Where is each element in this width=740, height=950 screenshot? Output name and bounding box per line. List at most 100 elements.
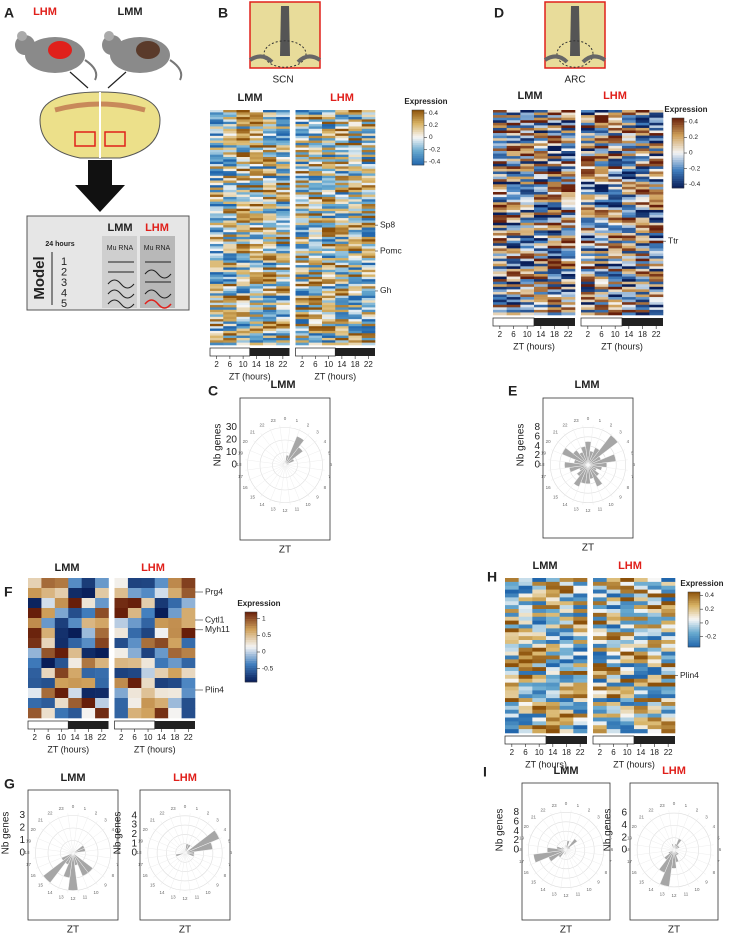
heatmap-cell: [95, 658, 109, 668]
heatmap-cell: [595, 128, 609, 131]
heatmap-cell: [362, 185, 376, 188]
heatmap-cell: [263, 329, 277, 332]
heatmap-cell: [210, 138, 224, 141]
heatmap-cell: [493, 305, 507, 308]
heatmap-cell: [546, 617, 560, 621]
heatmap-cell: [349, 148, 363, 151]
heatmap-cell: [505, 594, 519, 598]
heatmap-cell: [296, 199, 310, 202]
heatmap-cell: [520, 148, 534, 151]
heatmap-cell: [210, 166, 224, 169]
heatmap-cell: [335, 183, 349, 186]
heatmap-cell: [237, 256, 251, 259]
heatmap-cell: [182, 588, 196, 598]
heatmap-cell: [362, 199, 376, 202]
heatmap-cell: [276, 293, 290, 296]
dark-bar: [546, 736, 587, 744]
heatmap-cell: [548, 154, 562, 157]
x-tick-label: 22: [652, 330, 661, 339]
heatmap-cell: [95, 618, 109, 628]
heatmap-cell: [661, 671, 675, 675]
heatmap-cell: [649, 297, 663, 300]
heatmap-cell: [595, 284, 609, 287]
heatmap-cell: [335, 119, 349, 122]
heatmap-cell: [210, 319, 224, 322]
heatmap-cell: [335, 171, 349, 174]
heatmap-cell: [322, 246, 336, 249]
heatmap-cell: [276, 117, 290, 120]
heatmap-cell: [250, 136, 264, 139]
heatmap-cell: [296, 326, 310, 329]
heatmap-cell: [608, 131, 622, 134]
heatmap-cell: [362, 263, 376, 266]
heatmap-cell: [263, 267, 277, 270]
heatmap-cell: [608, 220, 622, 223]
heatmap-cell: [581, 305, 595, 308]
r-tick-label: 6: [621, 808, 627, 819]
heatmap-cell: [622, 159, 636, 162]
heatmap-cell: [309, 303, 323, 306]
heatmap-cell: [296, 152, 310, 155]
heatmap-cell: [534, 225, 548, 228]
rose-title: LMM: [553, 765, 578, 777]
heatmap-cell: [250, 284, 264, 287]
heatmap-cell: [620, 636, 634, 640]
dark-bar: [68, 721, 108, 729]
heatmap-cell: [237, 310, 251, 313]
heatmap-cell: [622, 123, 636, 126]
rose-title: LMM: [574, 379, 599, 391]
heatmap-cell: [573, 690, 587, 694]
heatmap-cell: [532, 663, 546, 667]
colorbar-step: [412, 110, 424, 112]
heatmap-cell: [560, 625, 574, 629]
heatmap-cell: [534, 128, 548, 131]
heatmap-cell: [263, 152, 277, 155]
heatmap-cell: [607, 671, 621, 675]
heatmap-cell: [520, 230, 534, 233]
heatmap-cell: [250, 220, 264, 223]
heatmap-cell: [636, 271, 650, 274]
heatmap-cell: [560, 632, 574, 636]
heatmap-cell: [560, 671, 574, 675]
heatmap-cell: [520, 266, 534, 269]
heatmap-cell: [263, 150, 277, 153]
x-tick-label: 22: [278, 360, 287, 369]
heatmap-cell: [223, 324, 237, 327]
heatmap-cell: [362, 277, 376, 280]
heatmap-cell: [636, 120, 650, 123]
heatmap-cell: [296, 307, 310, 310]
heatmap-cell: [309, 258, 323, 261]
heatmap-cell: [237, 190, 251, 193]
heatmap-cell: [296, 162, 310, 165]
heatmap-cell: [561, 215, 575, 218]
heatmap-cell: [636, 177, 650, 180]
heatmap-cell: [573, 617, 587, 621]
heatmap-cell: [335, 277, 349, 280]
heatmap-cell: [210, 336, 224, 339]
heatmap-cell: [636, 169, 650, 172]
heatmap-cell: [661, 605, 675, 609]
heatmap-cell: [520, 200, 534, 203]
heatmap-cell: [593, 702, 607, 706]
heatmap-cell: [322, 218, 336, 221]
heatmap-cell: [560, 644, 574, 648]
colorbar-step: [688, 598, 700, 600]
heatmap-cell: [493, 166, 507, 169]
heatmap-cell: [622, 243, 636, 246]
heatmap-cell: [322, 263, 336, 266]
heatmap-cell: [573, 594, 587, 598]
heatmap-cell: [519, 648, 533, 652]
heatmap-cell: [263, 336, 277, 339]
heatmap-cell: [322, 145, 336, 148]
heatmap-cell: [322, 312, 336, 315]
heatmap-cell: [263, 237, 277, 240]
heatmap-cell: [155, 578, 169, 588]
heatmap-cell: [636, 159, 650, 162]
heatmap-cell: [276, 314, 290, 317]
heatmap-cell: [560, 729, 574, 733]
heatmap-cell: [620, 590, 634, 594]
heatmap-cell: [546, 648, 560, 652]
heatmap-cell: [520, 184, 534, 187]
heatmap-cell: [622, 205, 636, 208]
heatmap-cell: [335, 209, 349, 212]
